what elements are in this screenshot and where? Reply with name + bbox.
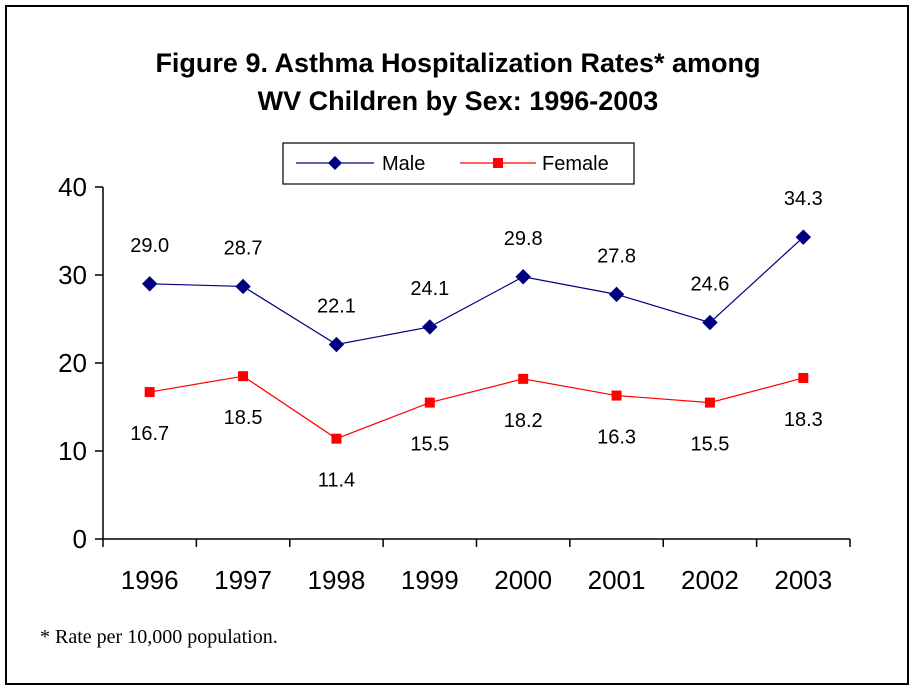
female-data-label: 16.7 xyxy=(130,423,169,445)
legend-female-label: Female xyxy=(542,153,609,175)
chart-title-line-2: WV Children by Sex: 1996-2003 xyxy=(257,86,659,116)
x-tick-label: 1998 xyxy=(308,565,366,595)
male-data-point xyxy=(328,336,345,353)
y-tick-label: 20 xyxy=(58,348,87,378)
male-data-point xyxy=(141,276,158,292)
y-tick-label: 40 xyxy=(58,172,87,202)
male-data-point xyxy=(795,229,812,245)
female-data-point xyxy=(144,387,155,398)
female-data-point xyxy=(611,390,622,401)
male-data-point xyxy=(515,269,531,285)
legend-box xyxy=(282,142,635,185)
male-series-line xyxy=(149,236,804,346)
x-tick-label: 2003 xyxy=(774,565,832,595)
chart-title-line-1: Figure 9. Asthma Hospitalization Rates* … xyxy=(155,48,761,78)
male-data-point xyxy=(235,278,251,295)
female-data-point xyxy=(704,397,715,408)
female-data-label: 18.3 xyxy=(784,409,823,431)
y-tick-label: 10 xyxy=(58,436,87,466)
female-data-label: 15.5 xyxy=(690,434,729,456)
male-data-label: 27.8 xyxy=(597,245,636,267)
male-data-label: 29.0 xyxy=(130,235,169,257)
legend-female-marker xyxy=(493,158,503,168)
female-data-point xyxy=(238,371,249,382)
x-tick-label: 1997 xyxy=(214,565,272,595)
female-data-label: 11.4 xyxy=(318,470,355,492)
y-tick-label: 30 xyxy=(58,260,87,290)
legend-male-marker xyxy=(328,156,342,170)
female-data-label: 15.5 xyxy=(410,434,449,456)
female-data-point xyxy=(518,373,529,384)
x-tick-label: 1996 xyxy=(121,565,179,595)
y-tick-label: 0 xyxy=(73,524,87,554)
female-data-point xyxy=(424,397,435,408)
female-data-point xyxy=(331,433,342,444)
female-series-line xyxy=(149,375,804,440)
x-tick-label: 2002 xyxy=(681,565,739,595)
female-data-label: 16.3 xyxy=(597,427,636,449)
x-tick-label: 1999 xyxy=(401,565,459,595)
male-data-label: 22.1 xyxy=(317,296,356,318)
male-data-label: 34.3 xyxy=(784,188,823,210)
female-data-point xyxy=(798,372,809,383)
male-data-point xyxy=(702,314,718,331)
male-data-label: 24.1 xyxy=(410,278,449,300)
female-data-label: 18.5 xyxy=(224,407,263,429)
chart-title: Figure 9. Asthma Hospitalization Rates* … xyxy=(0,44,916,120)
x-tick-label: 2001 xyxy=(588,565,646,595)
male-data-point xyxy=(422,319,438,335)
male-data-label: 24.6 xyxy=(690,274,729,296)
male-data-label: 28.7 xyxy=(224,237,263,259)
female-data-label: 18.2 xyxy=(504,410,543,432)
male-data-point xyxy=(608,286,625,303)
footnote: * Rate per 10,000 population. xyxy=(40,626,278,648)
figure-frame xyxy=(5,5,909,685)
x-tick-label: 2000 xyxy=(494,565,552,595)
male-data-label: 29.8 xyxy=(504,228,543,250)
legend-male-label: Male xyxy=(382,153,425,175)
